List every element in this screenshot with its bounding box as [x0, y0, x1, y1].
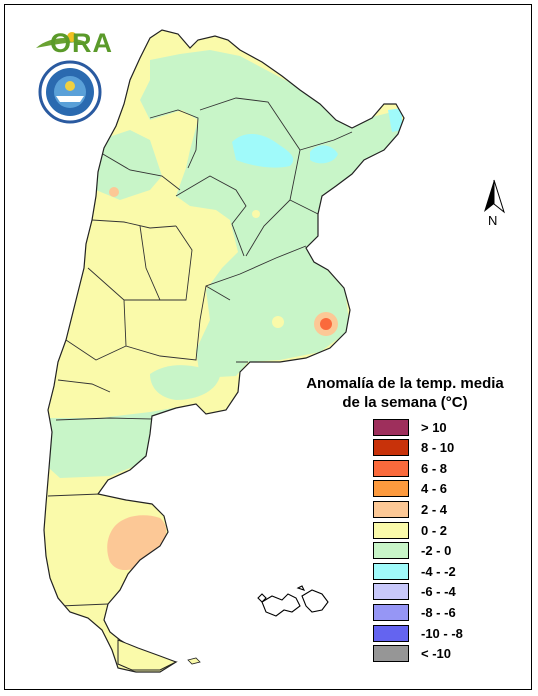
- legend-swatch: [373, 480, 409, 498]
- legend-swatch: [373, 459, 409, 477]
- north-letter: N: [488, 213, 498, 228]
- legend-label: 6 - 8: [421, 460, 448, 476]
- anomaly-region-northwest: [96, 130, 162, 200]
- legend-label: -2 - 0: [421, 543, 452, 559]
- legend-label: -6 - -4: [421, 584, 456, 600]
- legend-swatch: [373, 645, 409, 663]
- legend-title-line1: Anomalía de la temp. media: [306, 375, 504, 392]
- legend-title: Anomalía de la temp. media de la semana …: [290, 374, 520, 412]
- legend-item: 2 - 4: [373, 499, 447, 519]
- legend-swatch: [373, 418, 409, 436]
- anomaly-region-east: [230, 140, 330, 250]
- anomaly-spot-warm-west: [109, 187, 119, 197]
- legend-label: 0 - 2: [421, 522, 448, 538]
- legend-label: -10 - -8: [421, 625, 463, 641]
- legend-item: 0 - 2: [373, 520, 447, 540]
- legend-swatch: [373, 562, 409, 580]
- ora-logo-text: ORA: [50, 28, 113, 58]
- tierra-del-fuego: [117, 639, 178, 671]
- legend-label: -4 - -2: [421, 563, 456, 579]
- north-arrow-icon: [484, 179, 505, 214]
- legend-label: 2 - 4: [421, 501, 448, 517]
- legend-label: < -10: [421, 646, 451, 662]
- isla-de-los-estados: [187, 657, 201, 665]
- legend-item: -6 - -4: [373, 582, 456, 602]
- anomaly-layer: [44, 50, 402, 571]
- legend-swatch: [373, 603, 409, 621]
- anomaly-region-cold-1: [232, 133, 294, 168]
- anomaly-spot-neutral-2: [252, 210, 260, 218]
- legend-item: -10 - -8: [373, 623, 463, 643]
- legend-title-line2: de la semana (°C): [342, 394, 468, 411]
- malvinas-islands: [257, 585, 329, 617]
- legend-swatch: [373, 521, 409, 539]
- legend-item: -8 - -6: [373, 602, 456, 622]
- legend-swatch: [373, 583, 409, 601]
- anomaly-region-cold-2: [310, 145, 338, 164]
- legend-swatch: [373, 500, 409, 518]
- legend-item: 6 - 8: [373, 458, 447, 478]
- legend-label: -8 - -6: [421, 604, 456, 620]
- legend-swatch: [373, 439, 409, 457]
- ora-logo-icon: [36, 32, 86, 48]
- legend-item: > 10: [373, 417, 447, 437]
- anomaly-spot-neutral: [272, 316, 284, 328]
- legend-swatch: [373, 542, 409, 560]
- legend-item: 8 - 10: [373, 438, 454, 458]
- legend-label: 8 - 10: [421, 440, 455, 456]
- anomaly-region-west-central: [150, 365, 220, 400]
- province-boundaries: [47, 97, 353, 607]
- legend-label: > 10: [421, 419, 447, 435]
- legend-label: 4 - 6: [421, 481, 448, 497]
- smn-seal-logo: [38, 60, 102, 124]
- anomaly-region-cold-3: [388, 108, 402, 132]
- legend-item: 4 - 6: [373, 479, 447, 499]
- legend-item: -4 - -2: [373, 561, 456, 581]
- legend-item: -2 - 0: [373, 541, 451, 561]
- anomaly-spot-hot-east: [320, 318, 332, 330]
- legend-item: < -10: [373, 644, 451, 664]
- legend-swatch: [373, 624, 409, 642]
